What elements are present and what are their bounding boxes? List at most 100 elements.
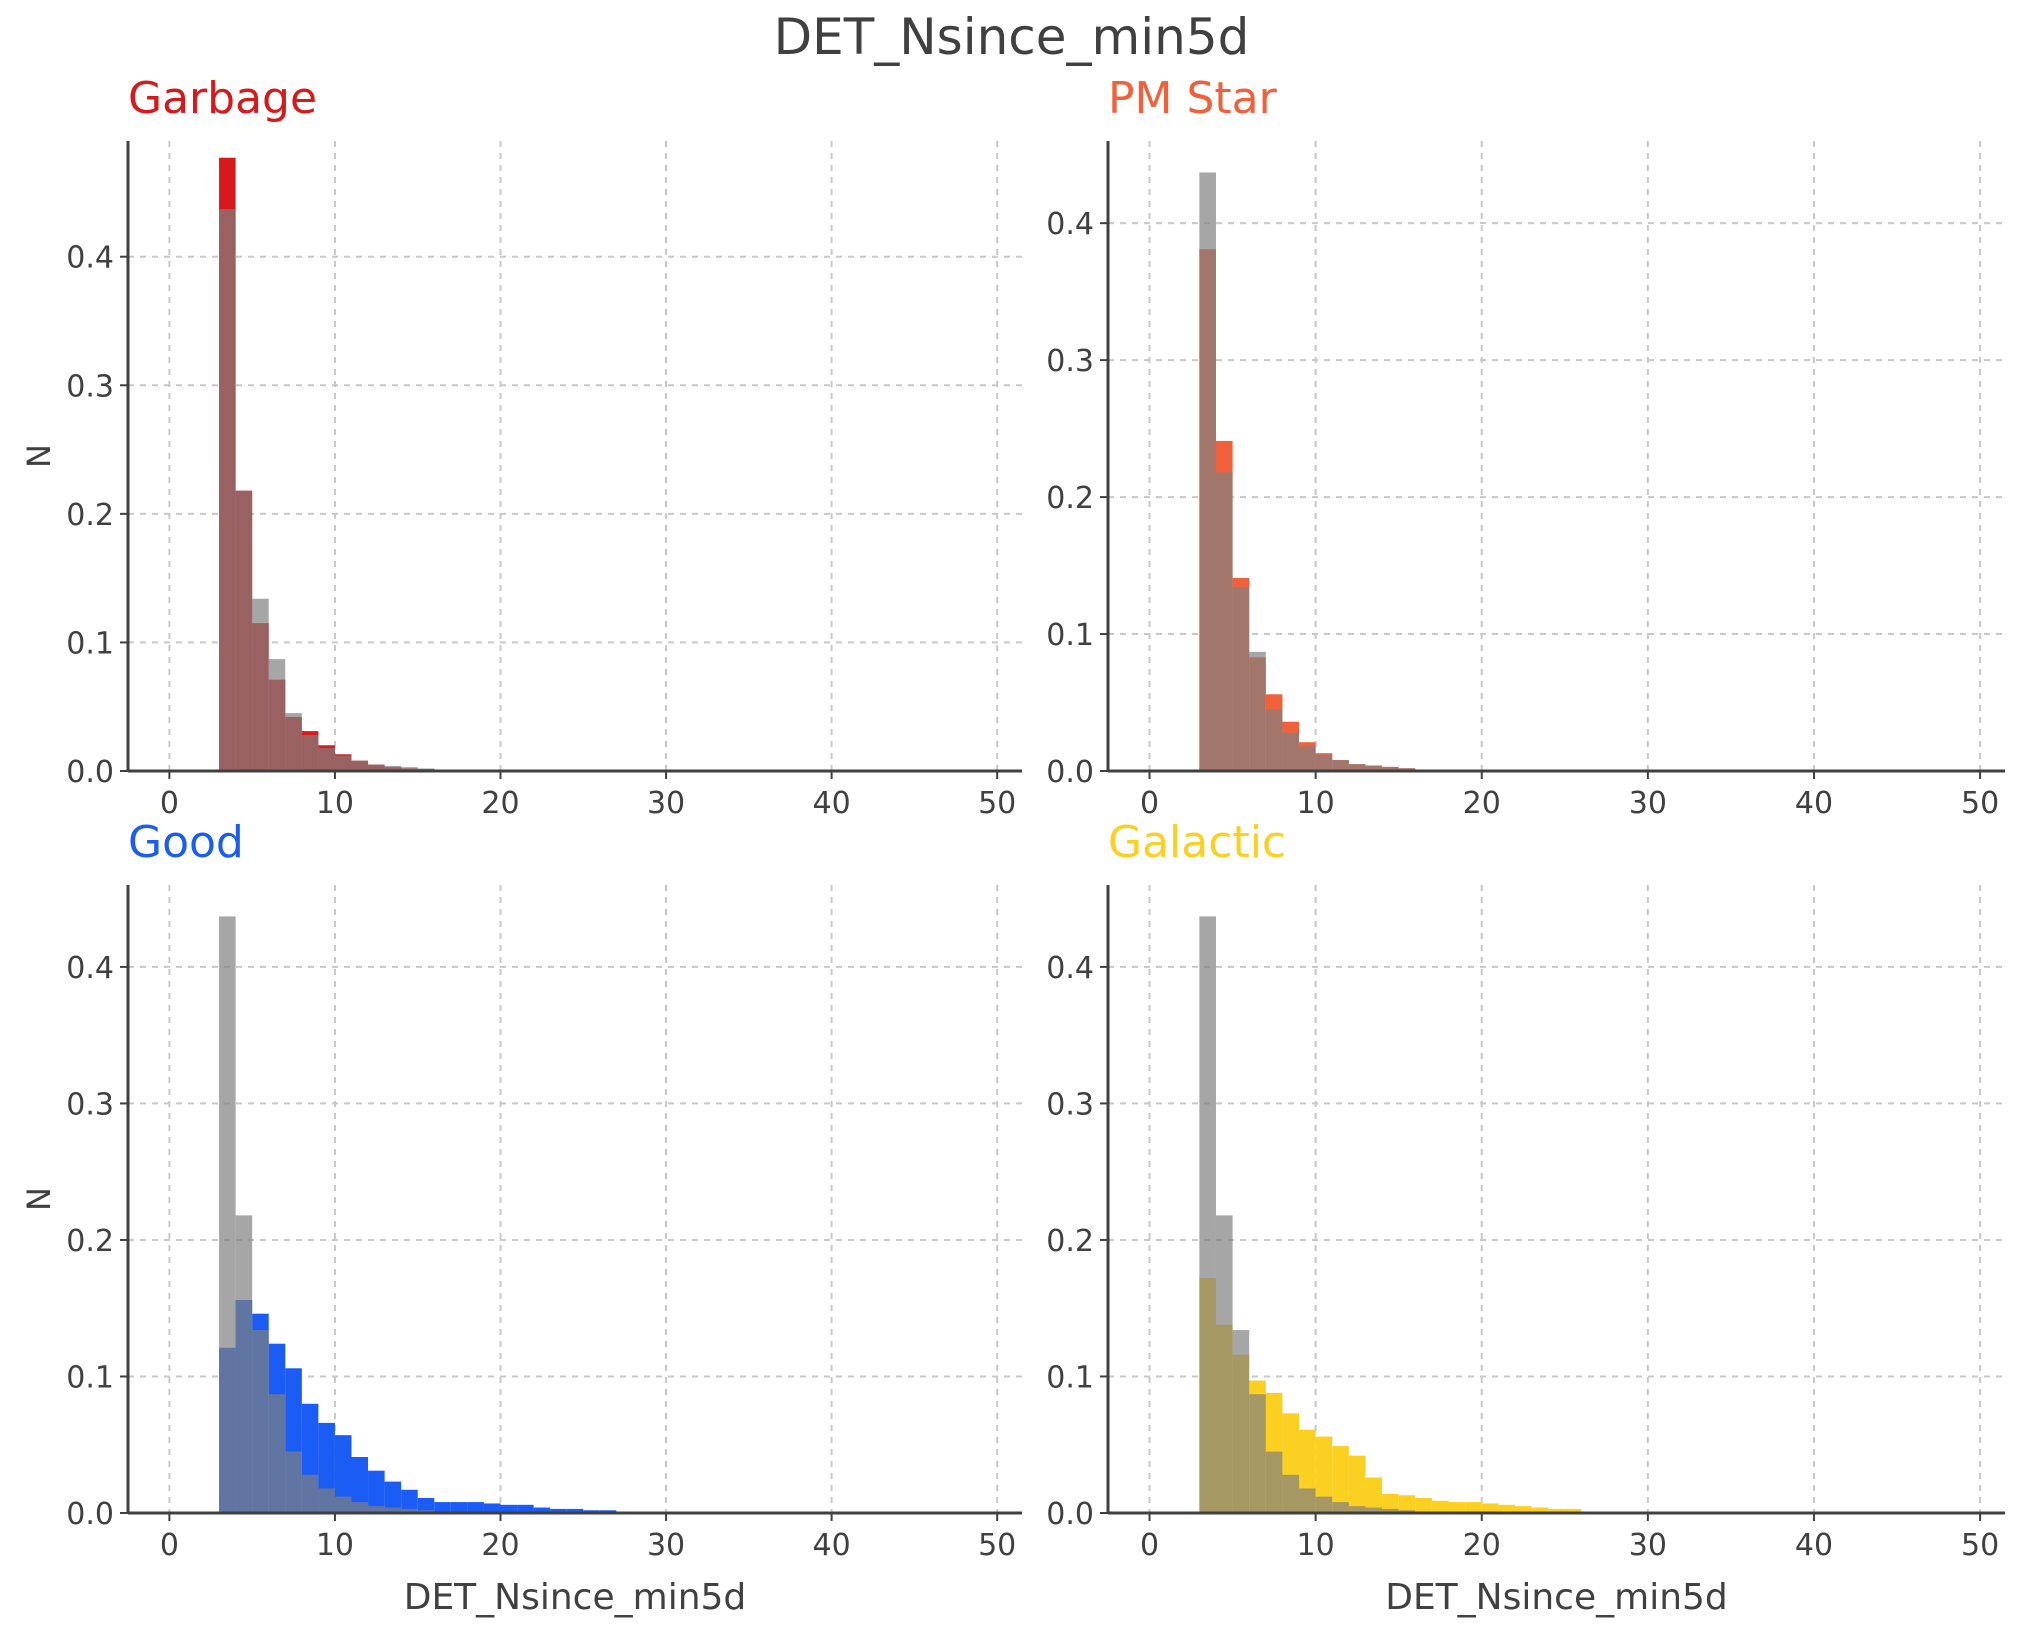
y-axis-label: N bbox=[20, 1187, 58, 1211]
bar-category bbox=[1564, 1508, 1582, 1513]
bar-all bbox=[1382, 766, 1399, 771]
figure-title: DET_Nsince_min5d bbox=[773, 8, 1250, 66]
x-tick-label: 20 bbox=[481, 786, 519, 821]
panel-title: Galactic bbox=[1108, 817, 1286, 868]
x-tick-label: 30 bbox=[647, 1528, 685, 1563]
bar-all bbox=[384, 1507, 402, 1513]
bar-all bbox=[1282, 1474, 1300, 1513]
bar-all bbox=[285, 1451, 302, 1513]
bar-all bbox=[1315, 1496, 1333, 1513]
bar-category bbox=[434, 1502, 451, 1513]
x-tick-label: 50 bbox=[978, 786, 1016, 821]
bar-all bbox=[1215, 472, 1233, 771]
x-tick-label: 0 bbox=[1140, 1528, 1159, 1563]
bar-all bbox=[1232, 1330, 1250, 1513]
bar-all bbox=[351, 1502, 369, 1513]
x-axis-label: DET_Nsince_min5d bbox=[1385, 1577, 1728, 1618]
bar-all bbox=[1282, 732, 1300, 771]
x-tick-label: 20 bbox=[481, 1528, 519, 1563]
bar-category bbox=[1315, 1436, 1333, 1513]
bar-all bbox=[1215, 1215, 1233, 1513]
y-axis-label: N bbox=[20, 444, 58, 468]
bar-all bbox=[318, 1488, 335, 1513]
bar-category bbox=[417, 1497, 435, 1513]
bar-category bbox=[1348, 1455, 1366, 1513]
bar-all bbox=[268, 659, 286, 771]
bar-category bbox=[1498, 1504, 1515, 1513]
bar-all bbox=[268, 1394, 286, 1513]
y-tick-label: 0.1 bbox=[66, 1360, 114, 1395]
bar-all bbox=[401, 767, 418, 771]
y-tick-label: 0.0 bbox=[66, 755, 114, 790]
y-tick-label: 0.2 bbox=[66, 1224, 114, 1259]
y-tick-label: 0.3 bbox=[66, 369, 114, 404]
bar-all bbox=[252, 598, 269, 771]
y-tick-label: 0.4 bbox=[1046, 951, 1094, 986]
y-tick-label: 0.1 bbox=[66, 626, 114, 661]
bar-all bbox=[219, 916, 236, 1513]
bar-category bbox=[368, 1470, 385, 1513]
y-tick-label: 0.0 bbox=[1046, 1497, 1094, 1532]
bar-category bbox=[334, 1435, 352, 1513]
bar-all bbox=[252, 1330, 269, 1513]
x-tick-label: 50 bbox=[1961, 786, 1999, 821]
bar-category bbox=[401, 1489, 418, 1513]
bar-category bbox=[1448, 1502, 1466, 1513]
bar-all bbox=[1365, 765, 1383, 771]
x-tick-label: 30 bbox=[1629, 1528, 1667, 1563]
y-tick-label: 0.2 bbox=[1046, 1224, 1094, 1259]
bar-all bbox=[1249, 1394, 1266, 1513]
bar-all bbox=[219, 209, 236, 772]
bar-all bbox=[384, 765, 402, 771]
bar-all bbox=[1199, 916, 1216, 1513]
x-tick-label: 10 bbox=[316, 1528, 354, 1563]
y-tick-label: 0.4 bbox=[66, 951, 114, 986]
bar-category bbox=[1431, 1500, 1449, 1513]
x-tick-label: 0 bbox=[160, 1528, 179, 1563]
bar-all bbox=[368, 1506, 385, 1513]
x-tick-label: 50 bbox=[1961, 1528, 1999, 1563]
panel-title: PM Star bbox=[1108, 73, 1278, 124]
bar-all bbox=[1199, 172, 1216, 771]
bar-all bbox=[1348, 764, 1366, 771]
bar-all bbox=[1232, 587, 1250, 771]
bar-category bbox=[1415, 1497, 1432, 1513]
x-tick-label: 40 bbox=[813, 786, 851, 821]
bar-all bbox=[1382, 1508, 1399, 1513]
y-tick-label: 0.0 bbox=[1046, 755, 1094, 790]
x-axis-label: DET_Nsince_min5d bbox=[404, 1577, 747, 1618]
x-tick-label: 50 bbox=[978, 1528, 1016, 1563]
bar-category bbox=[384, 1481, 402, 1513]
y-tick-label: 0.3 bbox=[66, 1087, 114, 1122]
bar-category bbox=[550, 1508, 567, 1513]
bar-all bbox=[1299, 746, 1316, 771]
y-tick-label: 0.1 bbox=[1046, 1360, 1094, 1395]
x-tick-label: 10 bbox=[316, 786, 354, 821]
bar-all bbox=[301, 1474, 319, 1513]
bar-all bbox=[301, 735, 319, 771]
y-tick-label: 0.2 bbox=[1046, 481, 1094, 516]
y-tick-label: 0.4 bbox=[66, 241, 114, 276]
bar-category bbox=[1365, 1477, 1383, 1513]
bar-category bbox=[1398, 1495, 1416, 1513]
bar-all bbox=[1348, 1506, 1366, 1513]
bar-all bbox=[1249, 651, 1266, 771]
x-tick-label: 30 bbox=[1629, 786, 1667, 821]
bar-category bbox=[483, 1503, 501, 1513]
bar-all bbox=[368, 764, 385, 771]
bar-category bbox=[1481, 1503, 1499, 1513]
bar-all bbox=[235, 1215, 253, 1513]
bar-all bbox=[1365, 1507, 1383, 1513]
bar-category bbox=[1382, 1493, 1399, 1513]
x-tick-label: 40 bbox=[1795, 786, 1833, 821]
panel-title: Garbage bbox=[128, 73, 317, 124]
bar-category bbox=[1531, 1507, 1549, 1513]
bar-all bbox=[351, 760, 369, 771]
x-tick-label: 10 bbox=[1297, 1528, 1335, 1563]
bar-all bbox=[235, 490, 253, 771]
bar-category bbox=[500, 1504, 518, 1513]
bar-all bbox=[334, 755, 352, 771]
bar-category bbox=[566, 1508, 584, 1513]
x-tick-label: 10 bbox=[1297, 786, 1335, 821]
y-tick-label: 0.4 bbox=[1046, 207, 1094, 242]
